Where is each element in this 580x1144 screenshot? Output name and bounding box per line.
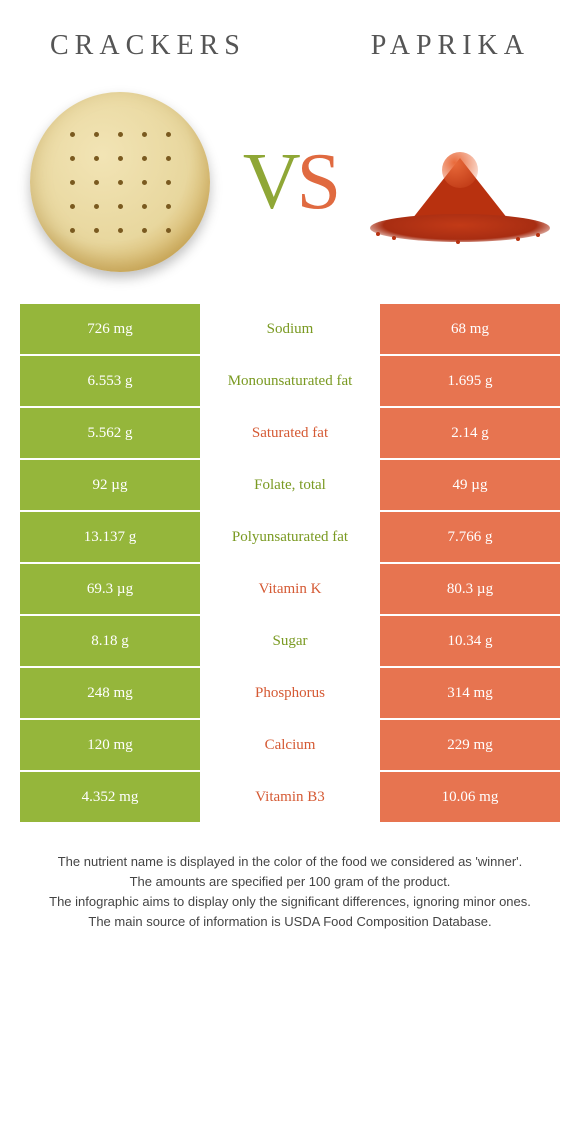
value-left: 726 mg [20, 302, 200, 354]
table-row: 726 mgSodium68 mg [20, 302, 560, 354]
nutrient-label: Sugar [200, 614, 380, 666]
value-left: 120 mg [20, 718, 200, 770]
nutrient-label: Monounsaturated fat [200, 354, 380, 406]
nutrient-label: Sodium [200, 302, 380, 354]
table-row: 6.553 gMonounsaturated fat1.695 g [20, 354, 560, 406]
value-right: 10.34 g [380, 614, 560, 666]
nutrient-label: Calcium [200, 718, 380, 770]
value-left: 13.137 g [20, 510, 200, 562]
table-row: 4.352 mgVitamin B310.06 mg [20, 770, 560, 822]
value-right: 49 µg [380, 458, 560, 510]
nutrient-table: 726 mgSodium68 mg6.553 gMonounsaturated … [20, 302, 560, 822]
vs-v: V [243, 138, 297, 226]
nutrient-label: Vitamin B3 [200, 770, 380, 822]
vs-label: VS [243, 137, 337, 228]
table-row: 13.137 gPolyunsaturated fat7.766 g [20, 510, 560, 562]
cracker-image [20, 82, 220, 282]
nutrient-label: Polyunsaturated fat [200, 510, 380, 562]
comparison-header: Crackers Paprika [0, 20, 580, 72]
footnote-line: The main source of information is USDA F… [30, 912, 550, 932]
vs-s: S [297, 138, 338, 226]
value-right: 10.06 mg [380, 770, 560, 822]
value-left: 69.3 µg [20, 562, 200, 614]
value-right: 229 mg [380, 718, 560, 770]
value-left: 248 mg [20, 666, 200, 718]
hero-row: VS [0, 72, 580, 302]
footnote-line: The infographic aims to display only the… [30, 892, 550, 912]
value-right: 7.766 g [380, 510, 560, 562]
value-right: 314 mg [380, 666, 560, 718]
footnote-line: The nutrient name is displayed in the co… [30, 852, 550, 872]
value-right: 68 mg [380, 302, 560, 354]
footnote-line: The amounts are specified per 100 gram o… [30, 872, 550, 892]
value-left: 5.562 g [20, 406, 200, 458]
table-row: 8.18 gSugar10.34 g [20, 614, 560, 666]
table-row: 120 mgCalcium229 mg [20, 718, 560, 770]
food-right-title: Paprika [371, 30, 530, 62]
nutrient-label: Vitamin K [200, 562, 380, 614]
value-left: 4.352 mg [20, 770, 200, 822]
value-left: 6.553 g [20, 354, 200, 406]
food-left-title: Crackers [50, 30, 246, 62]
table-row: 69.3 µgVitamin K80.3 µg [20, 562, 560, 614]
value-left: 92 µg [20, 458, 200, 510]
nutrient-label: Phosphorus [200, 666, 380, 718]
nutrient-label: Saturated fat [200, 406, 380, 458]
paprika-image [360, 112, 560, 252]
table-row: 248 mgPhosphorus314 mg [20, 666, 560, 718]
table-row: 92 µgFolate, total49 µg [20, 458, 560, 510]
nutrient-label: Folate, total [200, 458, 380, 510]
footnotes: The nutrient name is displayed in the co… [30, 852, 550, 933]
table-row: 5.562 gSaturated fat2.14 g [20, 406, 560, 458]
value-left: 8.18 g [20, 614, 200, 666]
value-right: 1.695 g [380, 354, 560, 406]
value-right: 2.14 g [380, 406, 560, 458]
value-right: 80.3 µg [380, 562, 560, 614]
